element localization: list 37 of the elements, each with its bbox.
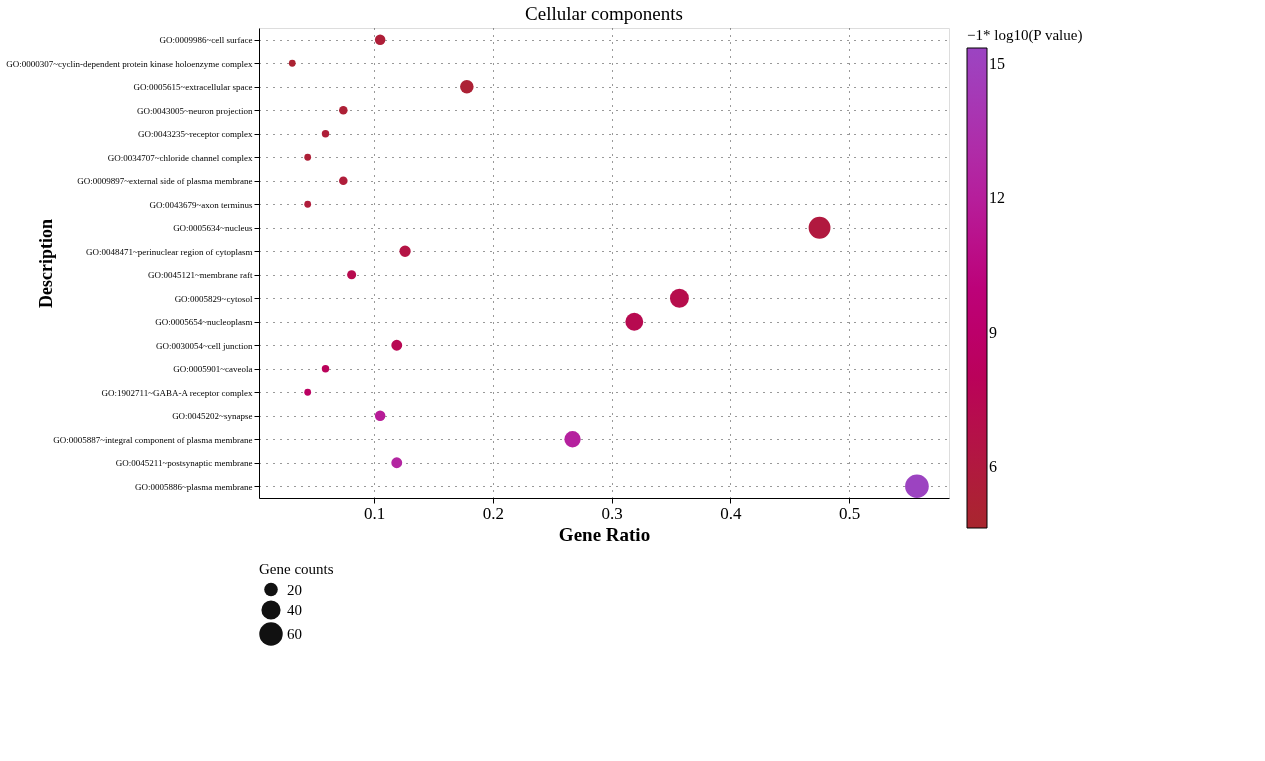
- y-tick-label: GO:0005886~plasma membrane: [134, 481, 253, 492]
- x-tick-label: 0.1: [364, 503, 386, 523]
- y-tick-label: GO:0034707~chloride channel complex: [107, 152, 253, 163]
- color-bar-label: 12: [989, 189, 1005, 207]
- y-tick-label: GO:0005654~nucleoplasm: [155, 317, 253, 328]
- y-tick-label: GO:0009986~cell surface: [159, 35, 253, 46]
- legend-title: Gene counts: [259, 561, 334, 577]
- y-tick-label: GO:0048471~perinuclear region of cytoplasm: [85, 246, 253, 257]
- y-tick-label: GO:0030054~cell junction: [155, 340, 253, 351]
- x-tick-label: 0.5: [839, 503, 861, 523]
- y-tick-label: GO:0005634~nucleus: [173, 223, 253, 234]
- y-tick-label: GO:0043679~axon terminus: [149, 199, 253, 210]
- chart-title: Cellular components: [525, 3, 683, 24]
- color-bar-label: 6: [989, 458, 997, 476]
- color-bar-label: 9: [989, 323, 997, 341]
- y-tick-label: GO:0045211~postsynaptic membrane: [115, 458, 253, 469]
- y-tick-label: GO:0045202~synapse: [172, 411, 253, 422]
- y-tick-label: GO:0000307~cyclin-dependent protein kinase holoenzyme complex: [6, 58, 253, 69]
- legend-label: 20: [287, 581, 302, 598]
- x-tick-label: 0.2: [482, 503, 505, 523]
- legend-label: 40: [287, 602, 302, 618]
- legend-label: 60: [287, 626, 302, 642]
- y-axis-title: Description: [35, 219, 56, 308]
- y-tick-label: GO:0045121~membrane raft: [147, 270, 253, 281]
- y-tick-label: GO:1902711~GABA-A receptor complex: [101, 387, 253, 398]
- color-bar-title: −1* log10(P value): [967, 27, 1083, 44]
- y-tick-label: GO:0005829~cytosol: [174, 293, 253, 304]
- x-tick-label: 0.4: [720, 503, 743, 523]
- y-tick-label: GO:0005887~integral component of plasma membrane: [53, 434, 253, 445]
- x-axis-title: Gene Ratio: [558, 523, 651, 545]
- y-tick-label: GO:0009897~external side of plasma membrane: [77, 176, 253, 187]
- y-tick-label: GO:0005901~caveola: [173, 364, 253, 375]
- y-tick-label: GO:0043235~receptor complex: [137, 129, 253, 140]
- color-bar-label: 15: [989, 55, 1005, 73]
- x-tick-label: 0.3: [601, 503, 623, 523]
- y-tick-label: GO:0043005~neuron projection: [136, 105, 253, 116]
- y-tick-label: GO:0005615~extracellular space: [133, 82, 253, 93]
